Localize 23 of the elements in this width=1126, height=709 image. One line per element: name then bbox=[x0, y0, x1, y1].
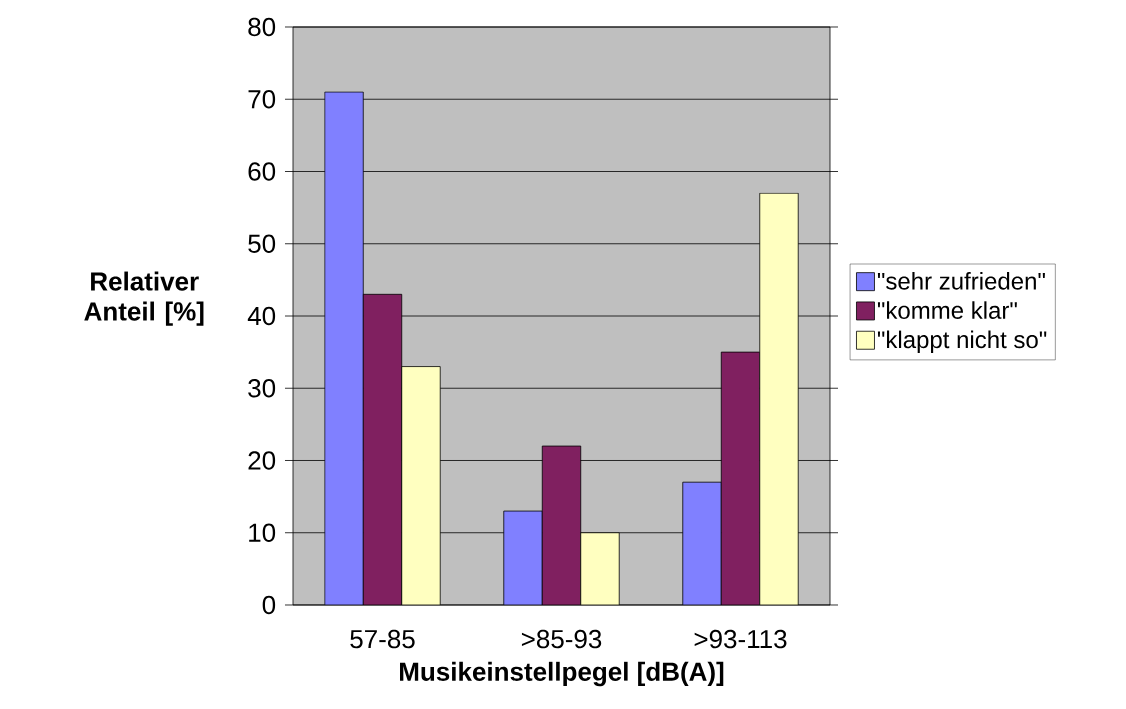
bar bbox=[401, 366, 441, 605]
x-tick-label: 57-85 bbox=[350, 629, 415, 649]
y-tick-label: 20 bbox=[248, 451, 276, 470]
y-axis-title: Relativer Anteil [%] bbox=[84, 271, 204, 326]
y-tick-label: 30 bbox=[248, 379, 276, 398]
x-axis-title: Musikeinstellpegel [dB(A)] bbox=[400, 661, 724, 687]
bar bbox=[720, 351, 761, 605]
y-tick-label: 60 bbox=[248, 162, 276, 181]
y-tick-label: 50 bbox=[248, 234, 276, 253]
legend-label: "komme klar" bbox=[877, 301, 1017, 319]
y-tick-label: 80 bbox=[248, 17, 276, 37]
bar bbox=[580, 532, 620, 605]
x-tick-label: >93-113 bbox=[694, 629, 787, 649]
bar bbox=[759, 192, 799, 605]
legend-label: "sehr zufrieden" bbox=[877, 272, 1045, 290]
y-tick-label: 0 bbox=[262, 595, 276, 615]
y-tick-label: 70 bbox=[248, 90, 276, 109]
legend-label: "klappt nicht so" bbox=[877, 330, 1047, 353]
bar bbox=[362, 293, 403, 605]
x-tick-label: >85-93 bbox=[521, 629, 602, 649]
y-tick-label: 10 bbox=[249, 523, 276, 542]
y-tick-label: 40 bbox=[247, 306, 276, 326]
bar bbox=[541, 445, 582, 605]
